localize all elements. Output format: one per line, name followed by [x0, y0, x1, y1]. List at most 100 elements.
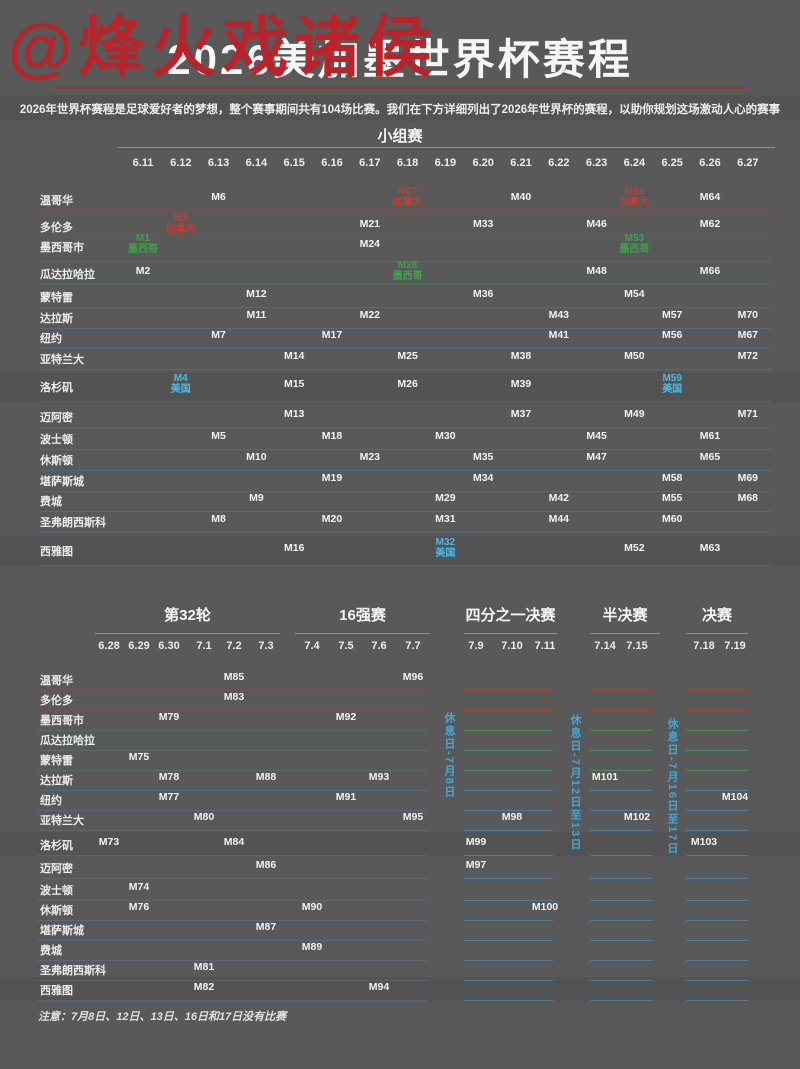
knockout-date-label: 7.14 [594, 640, 616, 652]
row-shade-band [0, 832, 800, 856]
city-label: 圣弗朗西斯科 [40, 965, 106, 977]
row-separator-line [590, 980, 653, 981]
row-separator-line [40, 491, 772, 492]
city-label: 温哥华 [40, 195, 73, 207]
row-separator-line [40, 328, 772, 329]
row-separator-line [464, 960, 553, 961]
match-cell: M34 [472, 472, 494, 484]
match-cell: M99 [465, 836, 487, 848]
group-stage-underline [118, 147, 775, 148]
row-separator-line [686, 980, 748, 981]
match-cell: M25 [397, 350, 418, 362]
row-separator-line [40, 511, 772, 512]
city-label: 墨西哥市 [40, 715, 84, 727]
row-separator-line [40, 210, 772, 211]
row-separator-line [40, 261, 772, 262]
rest-day-note: 休息日-7月12日至13日 [569, 714, 581, 852]
knockout-section-underline [686, 633, 748, 634]
knockout-date-label: 6.29 [128, 640, 150, 652]
match-cell: M41 [548, 329, 570, 341]
city-label: 温哥华 [40, 675, 73, 687]
match-cell: M80 [193, 811, 215, 823]
city-label: 洛杉矶 [40, 382, 73, 394]
match-cell: M90 [301, 901, 323, 913]
match-cell: M42 [548, 492, 570, 504]
match-number: M53 [624, 233, 645, 244]
row-separator-line [40, 532, 772, 533]
row-separator-line [686, 1000, 748, 1001]
city-label: 多伦多 [40, 222, 73, 234]
match-cell: M85 [223, 671, 245, 683]
row-separator-line [590, 770, 653, 771]
knockout-section-title: 四分之一决赛 [465, 607, 556, 624]
page-title: 2026美加墨世界杯赛程 [167, 36, 633, 83]
match-cell: M68 [737, 492, 759, 504]
row-separator-line [686, 710, 748, 711]
host-country-label: 加拿大 [165, 223, 196, 235]
knockout-date-label: 7.7 [405, 640, 421, 652]
row-separator-line [464, 940, 553, 941]
row-shade-band [0, 977, 800, 1001]
match-cell-host: M27 加拿大 [392, 186, 423, 208]
match-cell: M71 [737, 408, 759, 420]
row-separator-line [464, 690, 553, 691]
row-separator-line [686, 830, 748, 831]
match-cell: M6 [211, 191, 226, 203]
match-cell-host: M3 加拿大 [165, 213, 196, 235]
row-separator-line [464, 1000, 553, 1001]
knockout-section-underline [590, 633, 660, 634]
match-cell: M84 [223, 836, 245, 848]
match-cell: M11 [246, 309, 267, 321]
row-separator-line [590, 878, 653, 879]
row-separator-line [40, 348, 772, 349]
match-cell: M98 [501, 811, 523, 823]
match-number: M32 [435, 537, 456, 548]
match-cell: M62 [699, 218, 721, 230]
host-country-label: 墨西哥 [392, 270, 423, 282]
knockout-section-title: 半决赛 [602, 607, 648, 624]
match-cell: M100 [531, 901, 559, 913]
knockout-date-label: 7.1 [196, 640, 212, 652]
host-country-label: 墨西哥 [619, 243, 650, 255]
row-separator-line [464, 878, 553, 879]
row-separator-line [40, 401, 772, 402]
match-cell-host: M59 美国 [662, 373, 682, 395]
city-label: 纽约 [40, 333, 62, 345]
match-cell: M95 [402, 811, 424, 823]
row-separator-line [464, 980, 553, 981]
match-number: M28 [397, 260, 418, 271]
match-number: M4 [173, 373, 188, 384]
row-separator-line [37, 730, 428, 731]
match-cell: M7 [211, 329, 226, 341]
match-cell: M13 [283, 408, 305, 420]
row-shade-band [0, 372, 800, 402]
group-date-label: 6.15 [283, 157, 305, 169]
row-separator-line [686, 878, 748, 879]
title-underline [55, 87, 745, 89]
row-separator-line [590, 730, 653, 731]
city-label: 迈阿密 [40, 412, 73, 424]
row-separator-line [464, 750, 553, 751]
group-date-label: 6.27 [737, 157, 759, 169]
match-cell: M70 [737, 309, 759, 321]
row-separator-line [37, 790, 428, 791]
row-separator-line [40, 307, 772, 308]
match-cell: M48 [586, 265, 607, 277]
row-separator-line [37, 810, 428, 811]
city-label: 瓜达拉哈拉 [40, 735, 95, 747]
city-label: 休斯顿 [40, 455, 73, 467]
match-number: M3 [173, 213, 188, 224]
match-cell: M102 [623, 811, 651, 823]
row-separator-line [37, 920, 428, 921]
match-cell: M87 [255, 921, 277, 933]
match-cell: M47 [586, 451, 607, 463]
row-separator-line [686, 730, 748, 731]
match-cell: M23 [359, 451, 381, 463]
group-date-label: 6.25 [661, 157, 683, 169]
city-label: 洛杉矶 [40, 840, 73, 852]
row-separator-line [37, 750, 428, 751]
match-cell: M12 [246, 288, 267, 300]
match-cell: M55 [661, 492, 683, 504]
host-country-label: 加拿大 [392, 196, 423, 208]
match-cell: M24 [359, 238, 381, 250]
